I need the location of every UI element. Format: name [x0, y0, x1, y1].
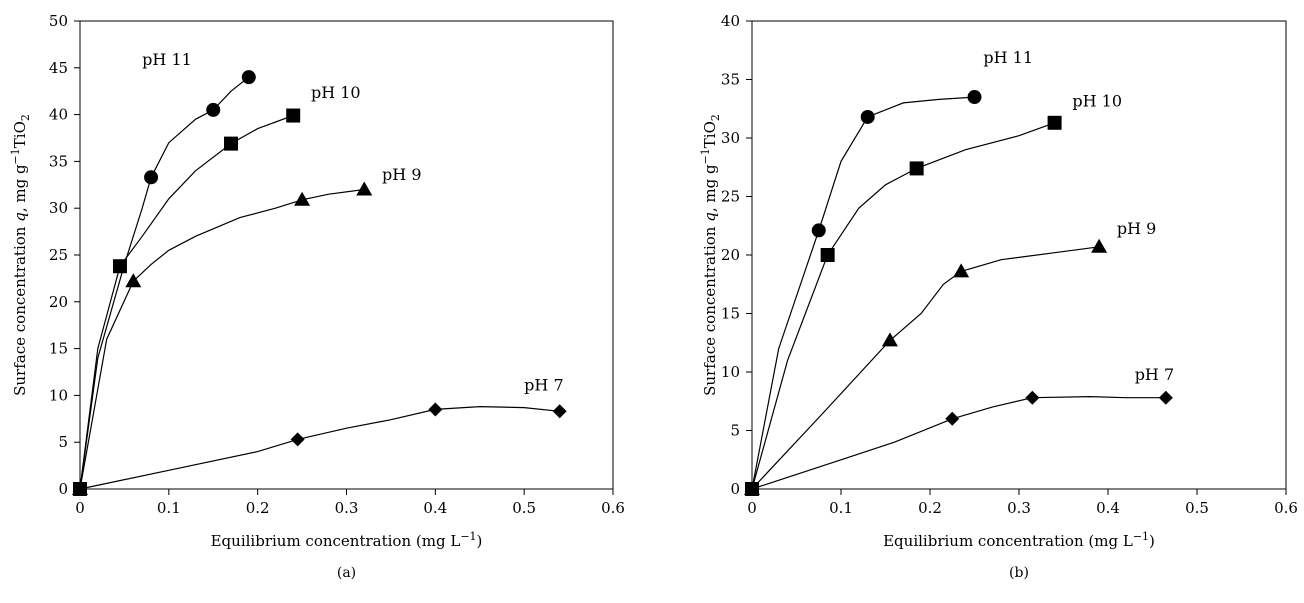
data-point-circle — [811, 223, 826, 238]
y-tick-label: 0 — [58, 480, 68, 498]
y-tick-label: 40 — [721, 12, 740, 30]
series-ph-11 — [745, 90, 982, 496]
x-tick-label: 0.2 — [918, 499, 942, 517]
series-ph-10 — [73, 108, 301, 496]
y-axis-title: Surface concentration q, mg g−1TiO2 — [699, 114, 722, 396]
series-label: pH 10 — [311, 83, 361, 102]
series-label: pH 11 — [983, 48, 1033, 67]
y-tick-label: 10 — [721, 363, 740, 381]
data-point-square — [286, 108, 301, 123]
data-point-square — [112, 259, 127, 274]
data-point-diamond — [73, 482, 87, 496]
series-line — [751, 395, 1166, 490]
series-line — [751, 246, 1100, 490]
y-tick-label: 0 — [730, 480, 740, 498]
series-label: pH 7 — [524, 376, 563, 395]
data-point-diamond — [552, 404, 567, 419]
chart-panel-b: 0 0.1 0.2 0.3 0.4 0.5 0.6 0 5 10 15 20 25 30 35 40 Equil… — [699, 12, 1298, 581]
y-tick-label: 35 — [721, 71, 740, 89]
x-tick-label: 0.4 — [1096, 499, 1120, 517]
data-point-diamond — [1025, 390, 1040, 405]
y-tick-label: 40 — [49, 106, 68, 124]
x-tick-label: 0 — [747, 499, 757, 517]
data-point-triangle — [881, 332, 898, 347]
series-label: pH 7 — [1135, 365, 1174, 384]
x-tick-label: 0.1 — [829, 499, 853, 517]
series-ph-7 — [745, 390, 1173, 496]
x-tick-label: 0.2 — [246, 499, 270, 517]
y-tick-label: 50 — [49, 12, 68, 30]
series-ph-9 — [744, 238, 1108, 495]
series-label: pH 9 — [382, 165, 421, 184]
series-ph-9 — [72, 181, 373, 495]
data-point-triangle — [356, 181, 373, 196]
y-tick-label: 45 — [49, 59, 68, 77]
data-point-diamond — [945, 411, 960, 426]
data-point-square — [820, 248, 835, 262]
series-label: pH 10 — [1072, 91, 1122, 110]
data-point-square — [1047, 115, 1062, 130]
data-point-triangle — [294, 191, 311, 206]
data-point-diamond — [428, 402, 443, 417]
series-ph-7 — [73, 402, 567, 496]
y-tick-label: 25 — [49, 246, 68, 264]
data-point-triangle — [125, 273, 142, 288]
data-point-square — [224, 136, 239, 151]
series-line — [79, 188, 365, 490]
data-point-circle — [241, 70, 256, 85]
x-axis-title: Equilibrium concentration (mg L−1) — [883, 530, 1155, 550]
x-axis-title: Equilibrium concentration (mg L−1) — [211, 530, 483, 550]
series-line — [79, 114, 294, 490]
series-line — [79, 405, 560, 490]
y-tick-label: 10 — [49, 386, 68, 404]
y-tick-label: 20 — [721, 246, 740, 264]
chart-panel-a: 0 0.1 0.2 0.3 0.4 0.5 0.6 0 5 10 15 20 25 30 35 40 45 50 E… — [9, 12, 625, 581]
y-tick-label: 15 — [49, 340, 68, 358]
data-point-square — [909, 161, 924, 176]
data-point-circle — [206, 102, 221, 117]
y-tick-label: 35 — [49, 152, 68, 170]
x-tick-label: 0.6 — [1274, 499, 1298, 517]
x-tick-label: 0.1 — [157, 499, 181, 517]
panel-caption: (b) — [1009, 565, 1029, 581]
y-tick-label: 30 — [721, 129, 740, 147]
data-point-diamond — [745, 482, 759, 496]
y-tick-label: 5 — [730, 422, 740, 440]
data-point-circle — [967, 90, 982, 105]
data-point-circle — [144, 170, 159, 185]
y-tick-label: 30 — [49, 199, 68, 217]
x-tick-label: 0.3 — [1007, 499, 1031, 517]
panel-caption: (a) — [337, 565, 356, 581]
data-point-diamond — [290, 432, 305, 447]
x-tick-label: 0.3 — [335, 499, 359, 517]
y-tick-label: 20 — [49, 293, 68, 311]
x-tick-label: 0.4 — [423, 499, 447, 517]
x-tick-label: 0.5 — [512, 499, 536, 517]
y-axis-title: Surface concentration q, mg g−1TiO2 — [9, 114, 32, 396]
x-tick-label: 0.5 — [1185, 499, 1209, 517]
series-line — [751, 122, 1055, 490]
x-tick-label: 0.6 — [601, 499, 625, 517]
data-point-triangle — [1091, 238, 1108, 253]
y-tick-label: 5 — [58, 433, 68, 451]
data-point-triangle — [953, 263, 970, 278]
series-label: pH 11 — [142, 50, 192, 69]
y-tick-label: 15 — [721, 305, 740, 323]
series-ph-11 — [73, 70, 256, 496]
series-line — [751, 96, 975, 490]
y-tick-label: 25 — [721, 188, 740, 206]
data-point-circle — [860, 109, 875, 124]
x-tick-label: 0 — [75, 499, 85, 517]
series-label: pH 9 — [1117, 219, 1156, 238]
data-point-diamond — [1158, 390, 1173, 405]
series-line — [79, 76, 250, 490]
